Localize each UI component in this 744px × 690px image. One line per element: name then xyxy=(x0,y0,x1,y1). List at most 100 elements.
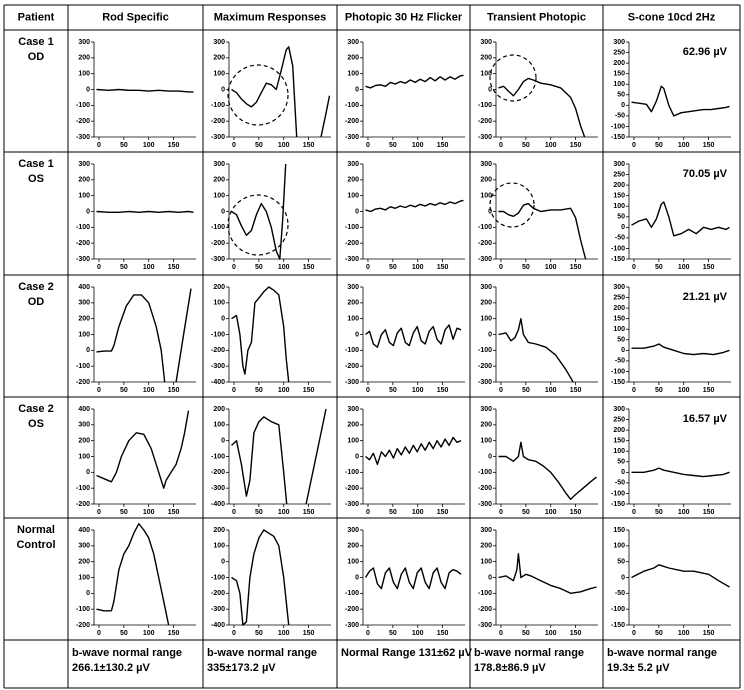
y-tick-label: 100 xyxy=(78,193,90,200)
y-tick-label: 0 xyxy=(86,469,90,476)
y-tick-label: -100 xyxy=(211,331,225,338)
row-label: Case 1 xyxy=(18,158,53,170)
x-tick-label: 100 xyxy=(678,387,690,394)
x-tick-label: 0 xyxy=(232,509,236,516)
y-tick-label: 300 xyxy=(613,406,625,413)
y-tick-label: 100 xyxy=(78,331,90,338)
y-tick-label: -200 xyxy=(76,379,90,386)
x-tick-label: 100 xyxy=(412,509,424,516)
y-tick-label: -100 xyxy=(345,102,359,109)
y-tick-label: -400 xyxy=(211,622,225,629)
y-tick-label: 100 xyxy=(613,81,625,88)
y-tick-label: 100 xyxy=(347,438,359,445)
x-tick-label: 50 xyxy=(120,509,128,516)
x-tick-label: 150 xyxy=(437,264,449,271)
y-tick-label: -300 xyxy=(345,256,359,263)
y-tick-label: -200 xyxy=(478,606,492,613)
x-tick-label: 50 xyxy=(255,509,263,516)
y-tick-label: -400 xyxy=(211,501,225,508)
y-tick-label: 200 xyxy=(78,177,90,184)
x-tick-label: 150 xyxy=(168,142,180,149)
y-tick-label: 300 xyxy=(613,39,625,46)
row-label: OS xyxy=(28,173,44,185)
row-label: Case 2 xyxy=(18,281,53,293)
y-tick-label: 100 xyxy=(613,326,625,333)
x-tick-label: 150 xyxy=(703,630,715,637)
amplitude-label: 16.57 µV xyxy=(683,413,728,425)
x-tick-label: 150 xyxy=(570,387,582,394)
y-tick-label: 150 xyxy=(613,71,625,78)
x-tick-label: 150 xyxy=(303,630,315,637)
y-tick-label: 150 xyxy=(613,438,625,445)
y-tick-label: 200 xyxy=(480,300,492,307)
y-tick-label: 0 xyxy=(488,453,492,460)
x-tick-label: 50 xyxy=(655,387,663,394)
y-tick-label: 300 xyxy=(78,422,90,429)
x-tick-label: 100 xyxy=(678,509,690,516)
y-tick-label: 200 xyxy=(213,284,225,291)
waveform xyxy=(631,467,730,478)
y-tick-label: 0 xyxy=(221,316,225,323)
y-tick-label: -50 xyxy=(615,358,625,365)
column-header: Rod Specific xyxy=(102,11,169,23)
y-tick-label: -300 xyxy=(211,134,225,141)
x-tick-label: 0 xyxy=(97,509,101,516)
y-tick-label: 0 xyxy=(86,590,90,597)
x-tick-label: 50 xyxy=(655,142,663,149)
column-header: Photopic 30 Hz Flicker xyxy=(345,11,463,23)
x-tick-label: 0 xyxy=(499,509,503,516)
x-tick-label: 100 xyxy=(143,509,155,516)
x-tick-label: 0 xyxy=(366,142,370,149)
y-tick-label: -150 xyxy=(611,501,625,508)
x-tick-label: 100 xyxy=(278,387,290,394)
waveform xyxy=(364,567,462,590)
y-tick-label: 100 xyxy=(613,448,625,455)
y-tick-label: -100 xyxy=(478,102,492,109)
x-tick-label: 150 xyxy=(703,142,715,149)
waveform xyxy=(365,74,464,89)
x-tick-label: 150 xyxy=(437,142,449,149)
waveform xyxy=(498,77,586,138)
y-tick-label: -100 xyxy=(611,245,625,252)
y-tick-label: -200 xyxy=(345,606,359,613)
x-tick-label: 0 xyxy=(366,387,370,394)
x-tick-label: 50 xyxy=(120,387,128,394)
y-tick-label: 300 xyxy=(347,406,359,413)
y-tick-label: 100 xyxy=(480,193,492,200)
y-tick-label: 300 xyxy=(78,39,90,46)
row-label: OD xyxy=(28,296,45,308)
x-tick-label: 100 xyxy=(412,630,424,637)
y-tick-label: -200 xyxy=(211,347,225,354)
x-tick-label: 150 xyxy=(303,264,315,271)
amplitude-label: 70.05 µV xyxy=(683,168,728,180)
y-tick-label: 100 xyxy=(78,453,90,460)
y-tick-label: 0 xyxy=(621,224,625,231)
y-tick-label: 0 xyxy=(355,331,359,338)
row-label: OS xyxy=(28,418,44,430)
waveform xyxy=(365,199,464,213)
x-tick-label: 0 xyxy=(97,264,101,271)
waveform xyxy=(96,210,194,213)
y-tick-label: 100 xyxy=(480,316,492,323)
y-tick-label: -300 xyxy=(76,256,90,263)
y-tick-label: 100 xyxy=(347,193,359,200)
x-tick-label: 0 xyxy=(632,142,636,149)
x-tick-label: 0 xyxy=(632,264,636,271)
x-tick-label: 50 xyxy=(389,264,397,271)
y-tick-label: -200 xyxy=(211,590,225,597)
y-tick-label: 0 xyxy=(621,347,625,354)
y-tick-label: 0 xyxy=(488,208,492,215)
y-tick-label: 400 xyxy=(78,527,90,534)
x-tick-label: 50 xyxy=(389,142,397,149)
y-tick-label: -300 xyxy=(211,606,225,613)
y-tick-label: -150 xyxy=(611,622,625,629)
x-tick-label: 50 xyxy=(120,142,128,149)
column-header: Maximum Responses xyxy=(214,11,326,23)
x-tick-label: 100 xyxy=(545,264,557,271)
y-tick-label: -400 xyxy=(211,379,225,386)
y-tick-label: -300 xyxy=(478,256,492,263)
y-tick-label: 300 xyxy=(480,39,492,46)
x-tick-label: 150 xyxy=(437,387,449,394)
y-tick-label: -300 xyxy=(345,134,359,141)
